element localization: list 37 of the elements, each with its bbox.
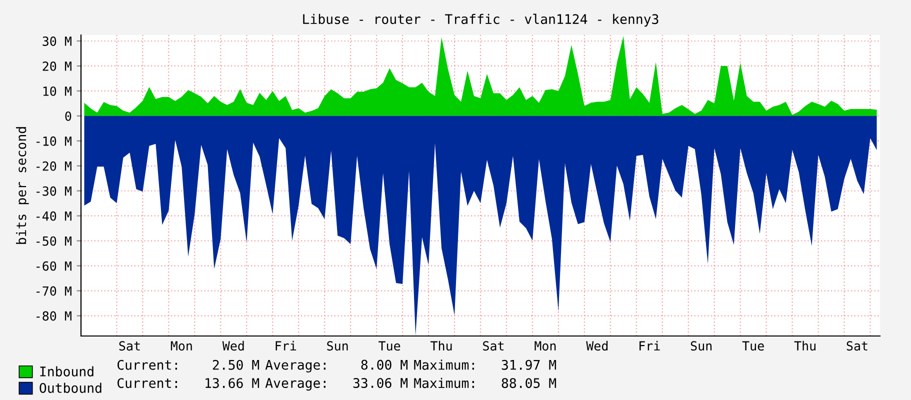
y-tick-label: 10 M [43,86,72,96]
y-tick-label: -20 M [36,161,72,171]
text: Maximum: 88.05 M [414,378,556,388]
x-tick-label: Tue [742,341,764,351]
y-tick-label: 20 M [42,61,72,71]
x-tick-label: Sun [690,341,712,351]
y-tick-label: -60 M [36,261,72,271]
y-tick-label: -70 M [36,286,72,296]
text: Maximum: 31.97 M [414,360,556,370]
y-tick-label: 0 [65,111,72,121]
x-tick-label: Wed [586,340,608,351]
text: Average: 33.06 M [265,378,408,391]
legend-label: Outbound [40,382,102,393]
x-tick-label: Mon [534,341,556,351]
y-tick-label: -30 M [36,186,72,196]
x-tick-label: Sat [483,341,504,351]
text: Average: 8.00 M [265,360,408,372]
text: Current: 2.50 M [118,360,260,370]
x-tick-label: Sun [327,341,348,351]
y-tick-label: -80 M [36,311,72,321]
y-tick-label: -40 M [36,211,72,221]
x-tick-label: Fri [640,340,660,350]
x-tick-label: Tue [378,341,400,351]
y-tick-label: -10 M [36,136,72,146]
y-tick-label: 30 M [42,36,72,46]
x-tick-label: Sat [846,341,868,351]
x-tick-label: Fri [276,340,296,350]
x-tick-label: Wed [222,340,244,351]
legend-label: Inbound [40,366,94,376]
x-tick-label: Mon [170,341,192,351]
x-tick-label: Thu [430,340,452,351]
text: Current: 13.66 M [118,378,260,388]
x-tick-label: Thu [794,340,816,351]
chart-title: Libuse - router - Traffic - vlan1124 - kenny3 [303,14,658,27]
x-tick-label: Sat [119,341,140,351]
y-axis-title: bits per second [16,127,29,244]
y-tick-label: -50 M [36,236,72,246]
